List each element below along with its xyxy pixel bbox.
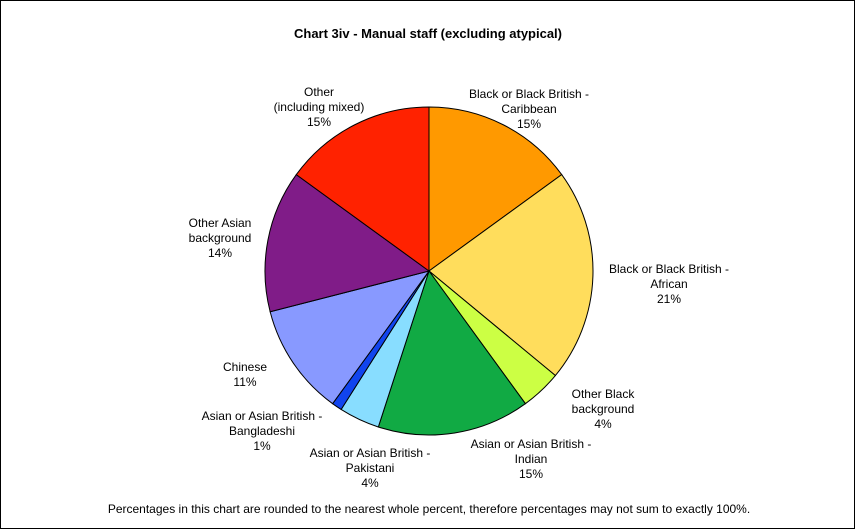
slice-label-6: Chinese 11% (223, 360, 267, 389)
pie-slice-8 (295, 106, 430, 272)
slice-percent-label: 1% (253, 439, 271, 453)
slice-percent-label: 15% (519, 467, 543, 481)
slice-percent-label: 15% (517, 117, 541, 131)
slice-category-label: Asian or Asian British - (471, 437, 592, 451)
slice-label-7: Other Asian background 14% (189, 216, 252, 260)
chart-footnote: Percentages in this chart are rounded to… (108, 502, 750, 516)
slice-category-label: Chinese (223, 360, 267, 374)
pie-slice-3 (377, 269, 527, 436)
slice-category-label: Indian (515, 452, 548, 466)
slice-label-3: Asian or Asian British -Indian 15% (471, 437, 592, 481)
slice-category-label: Pakistani (346, 461, 395, 475)
slice-label-5: Asian or Asian British -Bangladeshi 1% (202, 409, 323, 453)
slice-label-1: Black or Black British -African 21% (609, 262, 729, 306)
slice-label-0: Black or Black British -Caribbean 15% (469, 87, 589, 131)
slice-category-label: Caribbean (501, 102, 556, 116)
pie-slice-1 (428, 173, 594, 377)
slice-percent-label: 11% (233, 375, 256, 389)
slice-category-label: Asian or Asian British - (310, 446, 431, 460)
slice-label-2: Other Black background 4% (572, 387, 636, 431)
slice-percent-label: 14% (208, 246, 232, 260)
pie-slice-7 (264, 173, 431, 313)
slice-percent-label: 21% (657, 292, 681, 306)
slice-category-label: Other Asian (189, 216, 252, 230)
slice-category-label: background (572, 402, 635, 416)
pie-slice-6 (269, 270, 431, 405)
slice-category-label: Black or Black British - (609, 262, 729, 276)
slice-category-label: Asian or Asian British - (202, 409, 323, 423)
slice-category-label: background (189, 231, 252, 245)
slice-category-label: Other (304, 85, 334, 99)
pie-slice-0 (428, 106, 563, 272)
slice-category-label: Other Black (572, 387, 636, 401)
slice-label-8: Other (including mixed) 15% (274, 85, 365, 129)
slice-category-label: Black or Black British - (469, 87, 589, 101)
slice-percent-label: 15% (307, 115, 331, 129)
slice-category-label: (including mixed) (274, 100, 365, 114)
slice-label-4: Asian or Asian British -Pakistani 4% (310, 446, 431, 490)
chart-title: Chart 3iv - Manual staff (excluding atyp… (294, 26, 562, 41)
slice-percent-label: 4% (361, 476, 379, 490)
slice-percent-label: 4% (594, 417, 612, 431)
slice-category-label: Bangladeshi (229, 424, 295, 438)
slice-labels: Black or Black British -Caribbean 15%Blac… (189, 85, 729, 490)
pie-slices (264, 106, 594, 436)
slice-category-label: African (650, 277, 687, 291)
